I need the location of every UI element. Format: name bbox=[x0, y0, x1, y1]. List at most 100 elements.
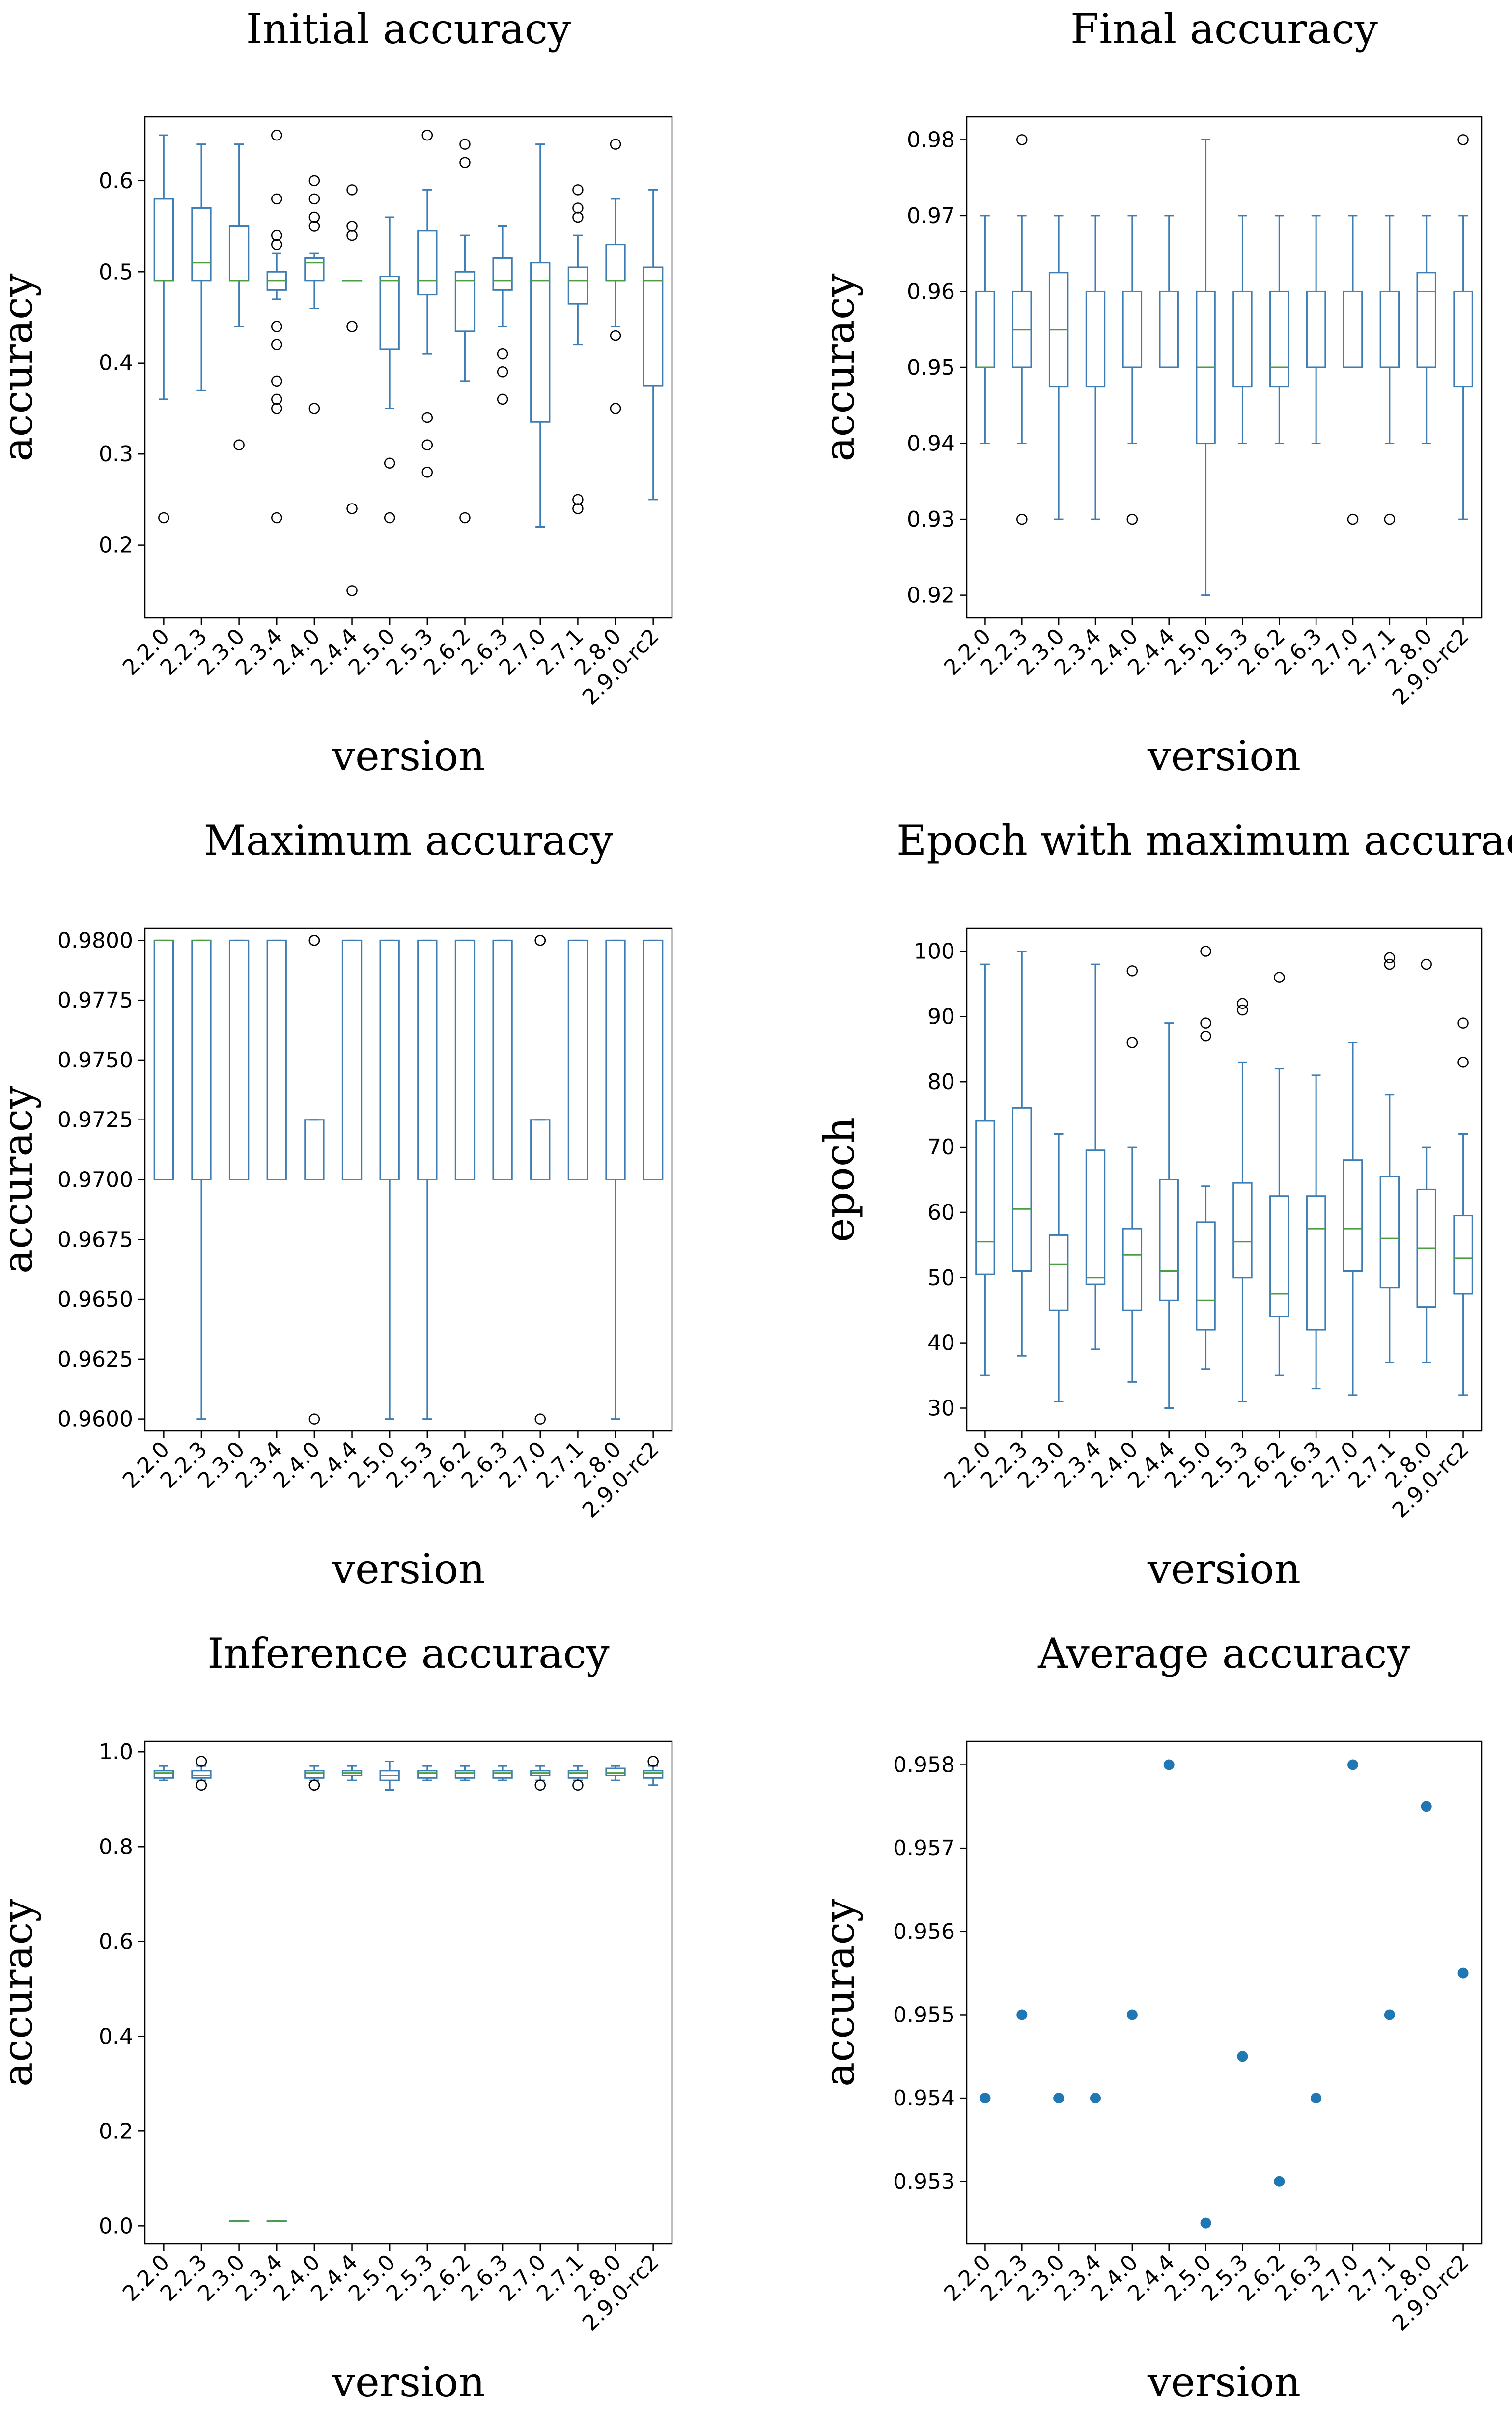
maximum-box bbox=[341, 939, 363, 1181]
final-box bbox=[1232, 290, 1253, 388]
average-plot-frame bbox=[966, 1740, 1483, 2245]
epoch-y-tick-label: 90 bbox=[927, 1004, 955, 1029]
initial-box bbox=[228, 225, 250, 282]
maximum-box bbox=[228, 939, 250, 1181]
maximum-box bbox=[153, 939, 174, 1181]
maximum-box bbox=[643, 939, 664, 1181]
epoch-outlier-point bbox=[1237, 1004, 1248, 1016]
final-outlier-point bbox=[1016, 134, 1028, 145]
epoch-box bbox=[975, 1120, 995, 1275]
inference-box bbox=[417, 1770, 438, 1779]
initial-outlier-point bbox=[346, 229, 358, 241]
epoch-outlier-point bbox=[1457, 1057, 1469, 1068]
epoch-box bbox=[1269, 1195, 1289, 1318]
initial-outlier-point bbox=[271, 375, 282, 387]
epoch-outlier-point bbox=[1457, 1017, 1469, 1029]
final-outlier-point bbox=[1347, 513, 1359, 525]
final-box bbox=[1453, 290, 1473, 388]
average-scatter-point bbox=[1237, 2051, 1248, 2062]
final-box bbox=[1159, 290, 1179, 368]
final-y-tick-label: 0.93 bbox=[907, 507, 955, 532]
maximum-x-axis-label: version bbox=[332, 1545, 485, 1593]
maximum-plot-frame bbox=[144, 927, 673, 1432]
epoch-chart-title: Epoch with maximum accuracy bbox=[896, 816, 1512, 865]
inference-y-tick-label: 0.8 bbox=[99, 1834, 133, 1859]
initial-outlier-point bbox=[497, 366, 508, 378]
initial-outlier-point bbox=[346, 585, 358, 596]
initial-outlier-point bbox=[384, 512, 395, 524]
initial-outlier-point bbox=[572, 202, 584, 214]
final-plot-frame bbox=[966, 116, 1483, 619]
maximum-outlier-point bbox=[308, 1413, 320, 1425]
maximum-box bbox=[492, 939, 513, 1181]
maximum-y-tick-label: 0.9600 bbox=[57, 1407, 133, 1432]
maximum-y-tick-label: 0.9775 bbox=[57, 988, 133, 1013]
average-y-tick-label: 0.958 bbox=[893, 1753, 955, 1778]
initial-outlier-point bbox=[271, 321, 282, 332]
initial-outlier-point bbox=[271, 193, 282, 205]
maximum-outlier-point bbox=[534, 935, 546, 946]
average-scatter-point bbox=[1200, 2217, 1211, 2229]
final-box bbox=[1416, 272, 1436, 368]
maximum-box bbox=[191, 939, 212, 1181]
inference-box bbox=[567, 1770, 588, 1779]
maximum-y-tick-label: 0.9675 bbox=[57, 1227, 133, 1252]
final-box bbox=[1306, 290, 1326, 368]
average-y-tick-label: 0.954 bbox=[893, 2086, 955, 2111]
maximum-chart-title: Maximum accuracy bbox=[204, 816, 614, 865]
initial-outlier-point bbox=[158, 512, 169, 524]
initial-outlier-point bbox=[308, 211, 320, 223]
initial-outlier-point bbox=[308, 221, 320, 232]
maximum-outlier-point bbox=[308, 935, 320, 946]
initial-outlier-point bbox=[421, 467, 433, 478]
epoch-box bbox=[1306, 1195, 1326, 1331]
average-chart-title: Average accuracy bbox=[1037, 1629, 1410, 1678]
epoch-outlier-point bbox=[1384, 958, 1396, 970]
maximum-box bbox=[605, 939, 626, 1181]
epoch-box bbox=[1343, 1159, 1363, 1272]
epoch-y-tick-label: 60 bbox=[927, 1200, 955, 1225]
initial-outlier-point bbox=[384, 457, 395, 469]
average-y-axis-label: accuracy bbox=[815, 1898, 864, 2087]
average-scatter-point bbox=[1347, 1759, 1358, 1770]
epoch-outlier-point bbox=[1384, 952, 1396, 964]
maximum-box bbox=[530, 1119, 551, 1181]
initial-box bbox=[605, 244, 626, 282]
average-scatter-point bbox=[1457, 1967, 1469, 1979]
average-scatter-point bbox=[1016, 2009, 1028, 2020]
final-y-axis-label: accuracy bbox=[815, 273, 864, 462]
final-y-tick-label: 0.92 bbox=[907, 583, 955, 608]
final-box bbox=[1085, 290, 1106, 388]
average-scatter-point bbox=[980, 2093, 991, 2104]
initial-outlier-point bbox=[271, 229, 282, 241]
inference-plot-frame bbox=[144, 1740, 673, 2245]
inference-y-tick-label: 0.2 bbox=[99, 2119, 133, 2144]
inference-y-axis-label: accuracy bbox=[0, 1898, 42, 2087]
epoch-box bbox=[1159, 1179, 1179, 1301]
final-box bbox=[975, 290, 995, 368]
inference-outlier-point bbox=[572, 1779, 584, 1791]
average-y-tick-label: 0.955 bbox=[893, 2002, 955, 2027]
final-y-tick-label: 0.94 bbox=[907, 431, 955, 456]
epoch-plot-frame bbox=[966, 927, 1483, 1432]
epoch-box bbox=[1196, 1221, 1216, 1331]
final-y-tick-label: 0.96 bbox=[907, 279, 955, 304]
average-y-tick-label: 0.953 bbox=[893, 2169, 955, 2194]
initial-outlier-point bbox=[497, 393, 508, 405]
epoch-x-axis-label: version bbox=[1147, 1545, 1301, 1593]
initial-outlier-point bbox=[610, 403, 621, 414]
final-outlier-point bbox=[1016, 513, 1028, 525]
initial-y-axis-label: accuracy bbox=[0, 273, 42, 462]
epoch-outlier-point bbox=[1126, 965, 1138, 977]
final-x-axis-label: version bbox=[1147, 732, 1301, 780]
epoch-y-tick-label: 50 bbox=[927, 1265, 955, 1290]
maximum-y-tick-label: 0.9800 bbox=[57, 928, 133, 953]
epoch-outlier-point bbox=[1126, 1037, 1138, 1048]
average-scatter-point bbox=[1311, 2093, 1322, 2104]
epoch-outlier-point bbox=[1274, 972, 1285, 983]
inference-y-tick-label: 0.4 bbox=[99, 2024, 133, 2049]
inference-y-tick-label: 1.0 bbox=[99, 1739, 133, 1765]
inference-box bbox=[454, 1770, 476, 1779]
maximum-box bbox=[379, 939, 400, 1181]
